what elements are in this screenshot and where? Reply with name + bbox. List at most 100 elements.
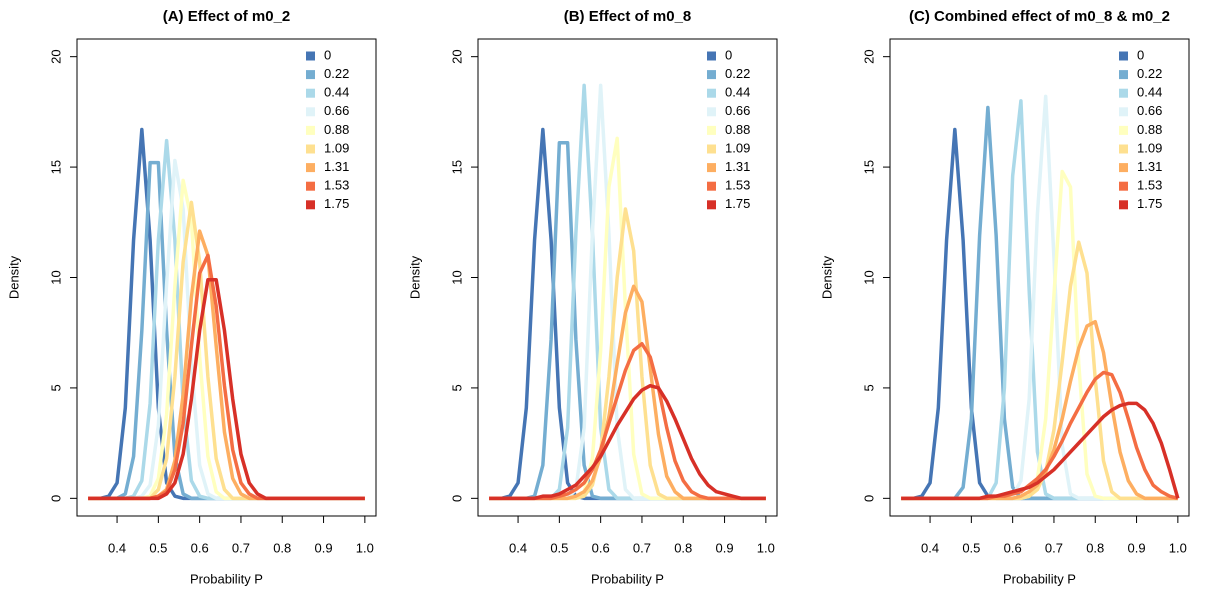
legend-label: 1.53: [324, 178, 349, 193]
legend-label: 1.09: [725, 140, 750, 155]
y-axis-label: Density: [6, 255, 21, 299]
density-line: [489, 342, 766, 501]
y-axis-label: Density: [819, 255, 834, 299]
y-tick-label: 20: [48, 49, 63, 63]
chart-title: (B) Effect of m0_8: [564, 8, 692, 25]
x-tick-label: 0.9: [1128, 540, 1146, 555]
x-tick-label: 0.7: [232, 540, 250, 555]
chart-title: (C) Combined effect of m0_8 & m0_2: [909, 8, 1170, 25]
x-tick-label: 0.4: [509, 540, 527, 555]
y-axis-label: Density: [407, 255, 422, 299]
y-tick-label: 0: [861, 495, 876, 502]
legend-swatch: [1119, 181, 1128, 191]
x-tick-label: 0.6: [592, 540, 610, 555]
legend-label: 0.22: [1137, 66, 1162, 81]
legend-swatch: [707, 51, 716, 61]
x-axis-label: Probability P: [591, 571, 664, 586]
x-tick-label: 0.5: [149, 540, 167, 555]
x-tick-label: 1.0: [757, 540, 775, 555]
y-tick-label: 0: [48, 495, 63, 502]
x-tick-label: 0.7: [633, 540, 651, 555]
density-line: [489, 383, 766, 501]
y-tick-label: 15: [449, 160, 464, 174]
legend-swatch: [707, 107, 716, 117]
legend-label: 1.75: [725, 196, 750, 211]
legend-swatch: [306, 200, 315, 210]
legend-label: 0.44: [725, 85, 750, 100]
legend-swatch: [707, 70, 716, 80]
legend-swatch: [707, 125, 716, 135]
legend-swatch: [306, 88, 315, 98]
y-tick-label: 15: [48, 160, 63, 174]
legend-swatch: [1119, 163, 1128, 173]
legend-swatch: [306, 163, 315, 173]
x-tick-label: 0.5: [962, 540, 980, 555]
x-tick-label: 0.6: [1004, 540, 1022, 555]
legend-swatch: [1119, 70, 1128, 80]
x-tick-label: 0.7: [1045, 540, 1063, 555]
y-tick-label: 5: [449, 384, 464, 391]
legend-swatch: [306, 107, 315, 117]
y-tick-label: 10: [48, 270, 63, 284]
panel: (B) Effect of m0_8 Probability P Density 0.…: [407, 8, 778, 586]
legend-swatch: [707, 144, 716, 154]
x-tick-label: 0.5: [550, 540, 568, 555]
y-tick-label: 10: [449, 270, 464, 284]
legend-label: 1.53: [1137, 178, 1162, 193]
y-tick-label: 20: [861, 49, 876, 63]
legend-label: 1.09: [1137, 140, 1162, 155]
legend-label: 0.88: [1137, 122, 1162, 137]
y-tick-label: 15: [861, 160, 876, 174]
x-tick-label: 0.8: [1086, 540, 1104, 555]
x-tick-label: 0.9: [315, 540, 333, 555]
legend-label: 0.66: [1137, 103, 1162, 118]
legend-swatch: [1119, 144, 1128, 154]
panel: (A) Effect of m0_2 Probability P Density 0.…: [6, 8, 377, 586]
legend-swatch: [707, 88, 716, 98]
density-line: [901, 401, 1180, 501]
legend-label: 0.88: [725, 122, 750, 137]
legend-swatch: [306, 70, 315, 80]
legend-label: 1.53: [725, 178, 750, 193]
y-tick-label: 10: [861, 270, 876, 284]
legend-swatch: [1119, 51, 1128, 61]
x-tick-label: 0.4: [921, 540, 939, 555]
legend-label: 0.22: [725, 66, 750, 81]
legend-swatch: [1119, 88, 1128, 98]
legend-label: 0.22: [324, 66, 349, 81]
y-tick-label: 5: [48, 384, 63, 391]
x-tick-label: 0.8: [674, 540, 692, 555]
legend-swatch: [707, 163, 716, 173]
legend-swatch: [707, 200, 716, 210]
x-tick-label: 0.4: [108, 540, 126, 555]
y-tick-label: 5: [861, 384, 876, 391]
chart-title: (A) Effect of m0_2: [163, 8, 291, 25]
legend-label: 1.31: [725, 159, 750, 174]
legend-swatch: [707, 181, 716, 191]
y-tick-label: 20: [449, 49, 464, 63]
legend-label: 0.88: [324, 122, 349, 137]
x-axis-label: Probability P: [190, 571, 263, 586]
legend-label: 1.31: [324, 159, 349, 174]
x-tick-label: 0.6: [191, 540, 209, 555]
legend-label: 0.66: [725, 103, 750, 118]
legend-swatch: [306, 144, 315, 154]
legend-swatch: [1119, 200, 1128, 210]
x-tick-label: 0.9: [716, 540, 734, 555]
legend-label: 0.44: [324, 85, 349, 100]
legend-swatch: [306, 51, 315, 61]
legend-label: 0: [324, 47, 331, 62]
panel: (C) Combined effect of m0_8 & m0_2 Probab…: [819, 8, 1190, 586]
legend-label: 1.31: [1137, 159, 1162, 174]
density-line: [88, 277, 365, 501]
x-tick-label: 1.0: [1169, 540, 1187, 555]
legend-label: 1.75: [324, 196, 349, 211]
legend-label: 1.09: [324, 140, 349, 155]
legend-swatch: [306, 125, 315, 135]
y-tick-label: 0: [449, 495, 464, 502]
legend-swatch: [1119, 125, 1128, 135]
x-tick-label: 1.0: [356, 540, 374, 555]
x-axis-label: Probability P: [1003, 571, 1076, 586]
